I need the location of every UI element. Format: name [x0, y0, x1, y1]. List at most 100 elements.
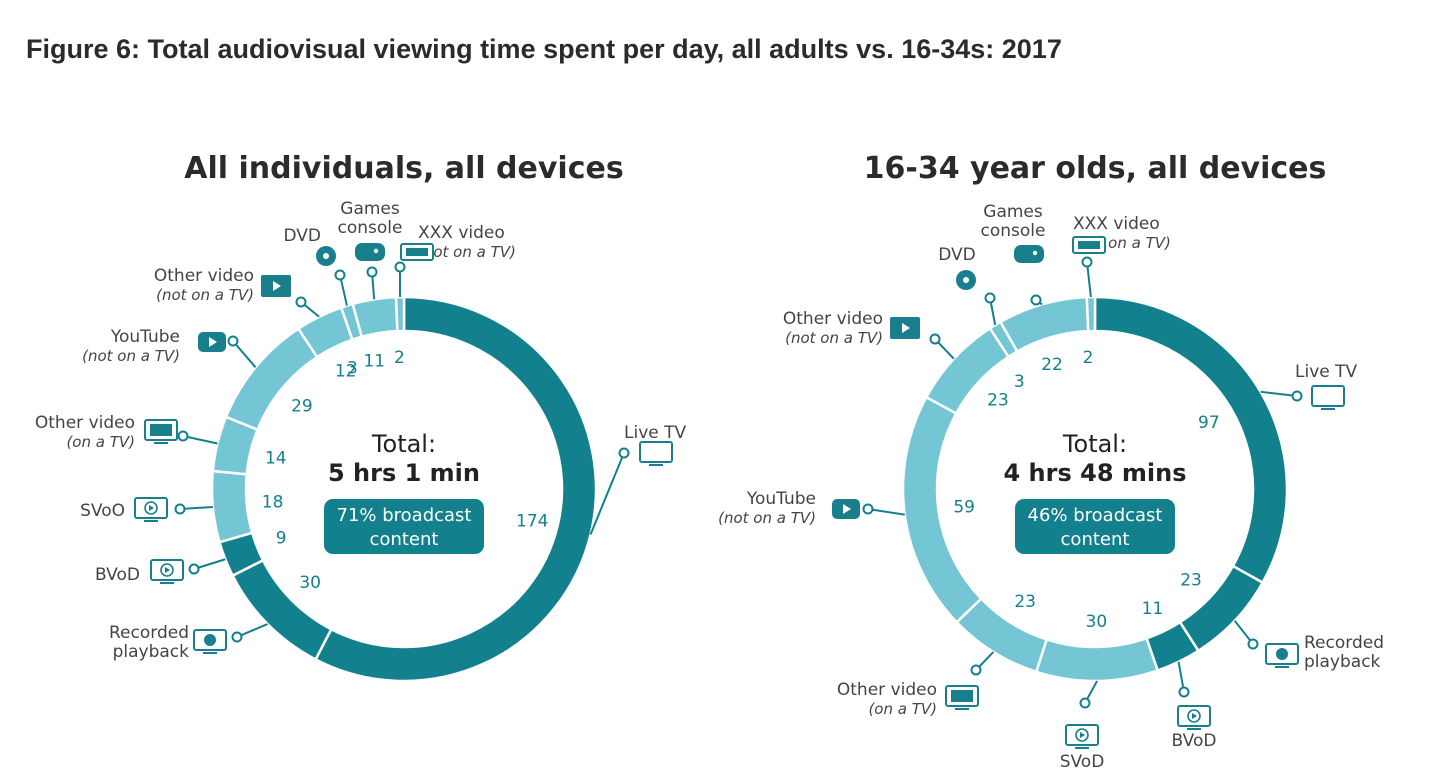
- tv-icon: [1311, 385, 1345, 410]
- broadcast-badge: [324, 499, 484, 554]
- broadcast-badge-text: 46% broadcast: [1028, 505, 1163, 526]
- film-tv-icon: [945, 685, 979, 710]
- bvod-icon: [1177, 705, 1211, 730]
- gamepad-body: [355, 243, 385, 261]
- total-label: Total:: [1062, 430, 1127, 458]
- category-name: console: [338, 218, 403, 238]
- category-name: Recorded: [1304, 633, 1384, 653]
- total-label: Total:: [371, 430, 436, 458]
- rec-dot: [204, 634, 216, 646]
- category-subtitle: (on a TV): [868, 700, 937, 718]
- category-label-bvod: BVoD: [1172, 731, 1217, 751]
- category-label-svod: SVoD: [1060, 752, 1105, 772]
- value-label-other_video_tv: 14: [265, 449, 287, 469]
- leader-dot-games_console: [366, 266, 378, 278]
- leader-dot-youtube: [862, 503, 874, 515]
- leader-dot-bvod: [188, 563, 200, 575]
- slice-xxx_video: [1085, 295, 1097, 333]
- youtube-play: [209, 337, 217, 347]
- category-name: SVoO: [80, 501, 125, 521]
- dvd-icon: [316, 246, 336, 266]
- value-label-xxx_video: 2: [1083, 348, 1094, 368]
- film-icon: [261, 275, 291, 297]
- category-subtitle: (not on a TV): [156, 286, 254, 304]
- leader-dot-youtube: [227, 335, 239, 347]
- slice-live_tv: [313, 295, 598, 683]
- broadcast-badge-text: content: [370, 529, 439, 550]
- category-name: Other video: [154, 266, 254, 286]
- category-label-live_tv: Live TV: [624, 423, 687, 443]
- value-label-dvd: 3: [347, 358, 358, 378]
- leader-dot-recorded_playback: [1247, 638, 1259, 650]
- svod-icon: [134, 497, 168, 522]
- category-name: SVoD: [1060, 752, 1105, 772]
- value-label-dvd: 3: [1014, 372, 1025, 392]
- category-name: playback: [1304, 652, 1381, 672]
- xxx-icon: [1072, 236, 1106, 254]
- play-triangle: [1192, 713, 1197, 719]
- value-label-svod: 18: [262, 492, 284, 512]
- category-label-dvd: DVD: [283, 226, 321, 246]
- value-label-recorded_playback: 23: [1180, 571, 1202, 591]
- leader-dot-other_video_tv: [970, 664, 982, 676]
- tv-icon: [639, 441, 673, 466]
- broadcast-badge: [1015, 499, 1175, 554]
- category-name: Live TV: [624, 423, 687, 443]
- slice-xxx_video: [394, 295, 406, 333]
- value-label-games_console: 22: [1041, 355, 1063, 375]
- category-name: console: [981, 221, 1046, 241]
- broadcast-badge-text: 71% broadcast: [337, 505, 472, 526]
- leader-dot-xxx_video: [394, 261, 406, 273]
- category-name: BVoD: [1172, 731, 1217, 751]
- xxx-fill: [1078, 241, 1100, 249]
- value-label-live_tv: 97: [1198, 413, 1220, 433]
- category-subtitle: (not on a TV): [718, 509, 816, 527]
- xxx-fill: [406, 248, 428, 256]
- gamepad-button: [1032, 250, 1038, 256]
- leader-dot-svod: [1079, 697, 1091, 709]
- youtube-icon: [198, 332, 226, 352]
- category-name: YouTube: [110, 327, 180, 347]
- value-label-youtube: 29: [291, 396, 313, 416]
- leader-dot-games_console: [1030, 294, 1042, 306]
- rec-icon: [193, 629, 227, 654]
- figure-title: Figure 6: Total audiovisual viewing time…: [26, 34, 1062, 64]
- category-name: XXX video: [1073, 214, 1160, 234]
- category-name: DVD: [938, 245, 976, 265]
- gamepad-icon: [1014, 245, 1044, 263]
- category-label-other_video_tv: Other video(on a TV): [35, 413, 135, 451]
- total-value: 5 hrs 1 min: [328, 459, 480, 487]
- category-name: YouTube: [746, 489, 816, 509]
- bvod-icon: [150, 559, 184, 584]
- value-label-live_tv: 174: [516, 511, 548, 531]
- category-subtitle: (not on a TV): [785, 329, 883, 347]
- category-name: playback: [113, 642, 190, 662]
- rec-dot: [1276, 648, 1288, 660]
- youtube-play: [843, 504, 851, 514]
- category-label-youtube: YouTube(not on a TV): [82, 327, 180, 365]
- film-play: [273, 281, 281, 291]
- value-label-games_console: 11: [363, 351, 385, 371]
- play-triangle: [1080, 732, 1085, 738]
- leader-dot-live_tv: [1291, 390, 1303, 402]
- category-label-dvd: DVD: [938, 245, 976, 265]
- category-label-svod: SVoO: [80, 501, 125, 521]
- slice-games_console: [998, 295, 1090, 354]
- play-triangle: [149, 505, 154, 511]
- value-label-xxx_video: 2: [394, 348, 405, 368]
- value-label-other_video_not_tv: 12: [335, 362, 357, 382]
- category-label-live_tv: Live TV: [1295, 362, 1358, 382]
- leader-dot-recorded_playback: [231, 631, 243, 643]
- leader-dot-other_video_not_tv: [929, 333, 941, 345]
- leader-line-youtube: [232, 340, 257, 368]
- screen-outline: [639, 441, 673, 463]
- leader-dot-other_video_tv: [177, 430, 189, 442]
- leader-dot-dvd: [984, 292, 996, 304]
- category-name: Games: [983, 202, 1043, 222]
- disc-hole: [323, 253, 329, 259]
- value-label-svod: 30: [1086, 612, 1108, 632]
- chart-title: 16-34 year olds, all devices: [864, 151, 1327, 186]
